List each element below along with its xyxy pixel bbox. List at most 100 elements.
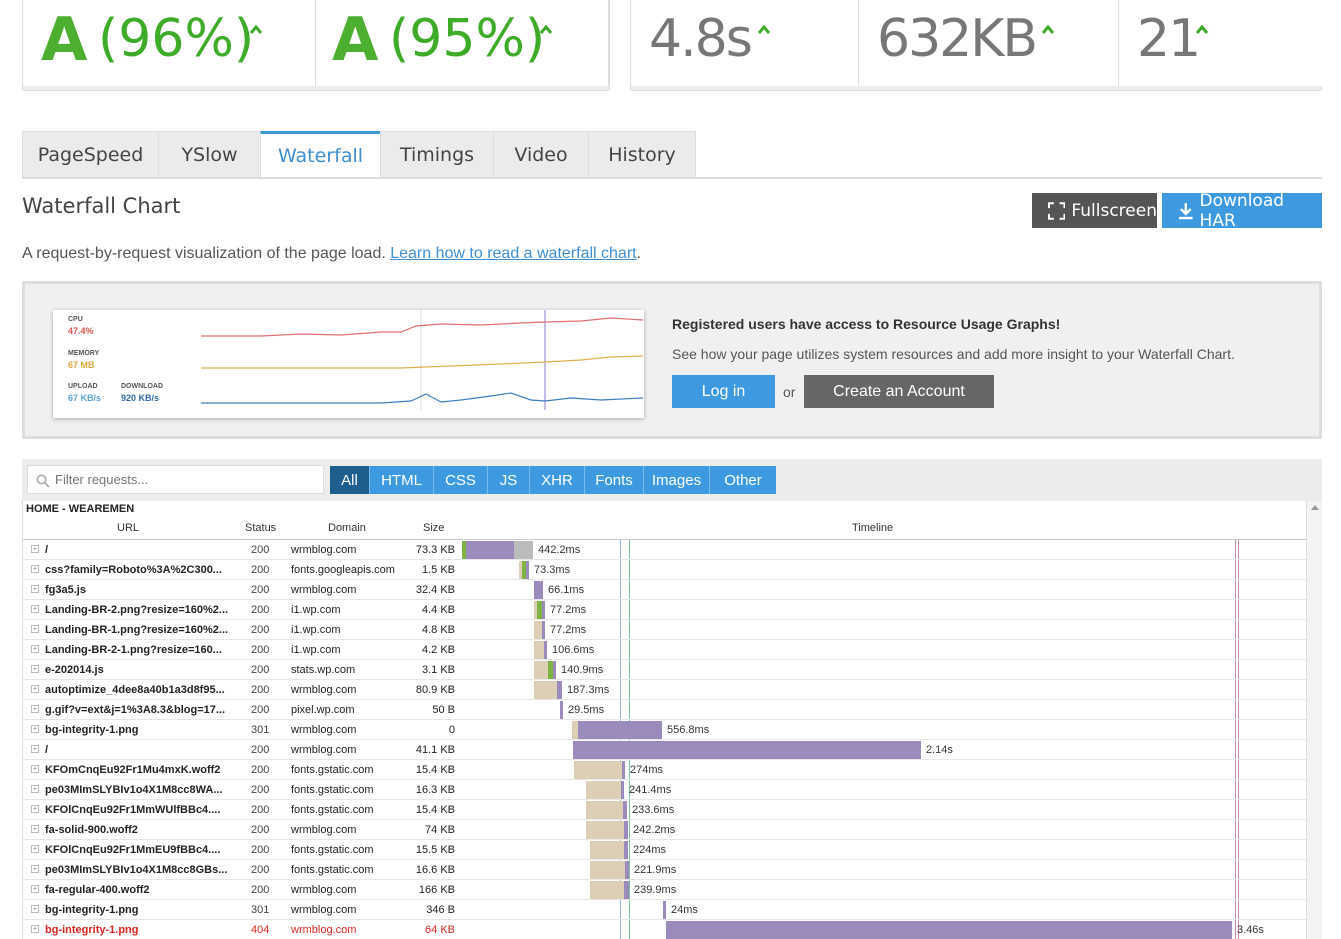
timeline-bar[interactable] [537,601,542,619]
expand-icon[interactable]: + [31,904,39,913]
timeline-bar[interactable] [534,681,557,699]
table-row[interactable]: + css?family=Roboto%3A%2C300... 200 fonts.g… [23,560,1306,580]
timeline-bar[interactable] [573,741,921,759]
expand-icon[interactable]: + [31,824,39,833]
table-row[interactable]: + pe03MImSLYBIv1o4X1M8cc8GBs... 200 fonts.g… [23,860,1306,880]
tab-pagespeed[interactable]: PageSpeed [22,131,159,178]
timeline-bar[interactable] [462,541,466,559]
timeline-bar[interactable] [622,761,625,779]
expand-icon[interactable]: + [31,544,39,553]
filter-xhr[interactable]: XHR [530,466,585,494]
filter-css[interactable]: CSS [434,466,488,494]
table-row[interactable]: + fg3a5.js 200 wrmblog.com 32.4 KB 66.1ms [23,580,1306,600]
expand-icon[interactable]: + [31,864,39,873]
timeline-bar[interactable] [534,621,542,639]
table-row[interactable]: + fa-solid-900.woff2 200 wrmblog.com 74 KB 24… [23,820,1306,840]
tab-waterfall[interactable]: Waterfall [260,131,381,178]
expand-icon[interactable]: + [31,624,39,633]
timeline-bar[interactable] [544,641,547,659]
table-row[interactable]: + Landing-BR-2.png?resize=160%2... 200 i1.w… [23,600,1306,620]
table-row[interactable]: + e-202014.js 200 stats.wp.com 3.1 KB 140.9ms [23,660,1306,680]
timeline-bar[interactable] [624,821,628,839]
login-button[interactable]: Log in [672,375,775,408]
timeline-bar[interactable] [553,661,556,679]
timeline-bar[interactable] [590,861,625,879]
expand-icon[interactable]: + [31,784,39,793]
column-domain[interactable]: Domain [328,522,366,534]
filter-fonts[interactable]: Fonts [585,466,644,494]
expand-icon[interactable]: + [31,664,39,673]
expand-icon[interactable]: + [31,764,39,773]
scroll-up-icon[interactable] [1311,505,1319,510]
column-timeline[interactable]: Timeline [852,522,894,534]
timeline-bar[interactable] [574,761,622,779]
table-row[interactable]: + Landing-BR-2-1.png?resize=160... 200 i1.w… [23,640,1306,660]
timeline-bar[interactable] [624,841,628,859]
table-row[interactable]: + KFOlCnqEu92Fr1MmWUlfBBc4.... 200 fonts.gs… [23,800,1306,820]
table-row[interactable]: + KFOmCnqEu92Fr1Mu4mxK.woff2 200 fonts.gsta… [23,760,1306,780]
table-row[interactable]: + KFOlCnqEu92Fr1MmEU9fBBc4.... 200 fonts.gs… [23,840,1306,860]
expand-icon[interactable]: + [31,604,39,613]
expand-icon[interactable]: + [31,644,39,653]
timeline-bar[interactable] [623,801,627,819]
timeline-bar[interactable] [663,901,666,919]
timeline-bar[interactable] [542,621,545,639]
expand-icon[interactable]: + [31,804,39,813]
timeline-bar[interactable] [466,541,514,559]
timeline-bar[interactable] [514,541,533,559]
filter-all[interactable]: All [330,466,370,494]
timeline-bar[interactable] [624,881,629,899]
timeline-bar[interactable] [586,801,623,819]
timeline-bar[interactable] [590,841,624,859]
timeline-bar[interactable] [522,561,526,579]
timeline-bar[interactable] [534,641,544,659]
timeline-bar[interactable] [534,661,548,679]
expand-icon[interactable]: + [31,584,39,593]
fullscreen-button[interactable]: Fullscreen [1032,193,1157,228]
timeline-bar[interactable] [519,561,522,579]
timeline-bar[interactable] [534,581,543,599]
column-size[interactable]: Size [423,522,445,534]
download-har-button[interactable]: Download HAR [1162,191,1322,231]
table-row[interactable]: + Landing-BR-1.png?resize=160%2... 200 i1.w… [23,620,1306,640]
table-row[interactable]: + bg-integrity-1.png 301 wrmblog.com 346 B 24… [23,900,1306,920]
expand-icon[interactable]: + [31,744,39,753]
learn-waterfall-link[interactable]: Learn how to read a waterfall chart [390,245,637,262]
timeline-bar[interactable] [666,921,1232,939]
timeline-bar[interactable] [586,781,621,799]
tab-video[interactable]: Video [493,131,589,178]
waterfall-scrollbar[interactable] [1306,501,1322,939]
table-row[interactable]: + / 200 wrmblog.com 41.1 KB 2.14s [23,740,1306,760]
filter-input[interactable] [55,472,315,487]
timeline-bar[interactable] [625,861,629,879]
table-row[interactable]: + / 200 wrmblog.com 73.3 KB 442.2ms [23,540,1306,560]
tab-history[interactable]: History [588,131,696,178]
expand-icon[interactable]: + [31,704,39,713]
table-row[interactable]: + pe03MImSLYBIv1o4X1M8cc8WA... 200 fonts.gs… [23,780,1306,800]
filter-js[interactable]: JS [488,466,530,494]
table-row[interactable]: + autoptimize_4dee8a40b1a3d8f95... 200 wrmb… [23,680,1306,700]
expand-icon[interactable]: + [31,924,39,933]
table-row[interactable]: + bg-integrity-1.png 404 wrmblog.com 64 KB 3.… [23,920,1306,939]
timeline-bar[interactable] [560,701,563,719]
filter-other[interactable]: Other [710,466,776,494]
column-url[interactable]: URL [117,522,140,534]
timeline-bar[interactable] [534,601,537,619]
expand-icon[interactable]: + [31,884,39,893]
timeline-bar[interactable] [621,781,624,799]
table-row[interactable]: + g.gif?v=ext&j=1%3A8.3&blog=17... 200 pixe… [23,700,1306,720]
expand-icon[interactable]: + [31,844,39,853]
timeline-bar[interactable] [542,601,545,619]
column-status[interactable]: Status [245,522,277,534]
filter-images[interactable]: Images [644,466,710,494]
tab-timings[interactable]: Timings [380,131,494,178]
timeline-bar[interactable] [586,821,624,839]
table-row[interactable]: + bg-integrity-1.png 301 wrmblog.com 0 556.8m… [23,720,1306,740]
timeline-bar[interactable] [590,881,624,899]
expand-icon[interactable]: + [31,684,39,693]
timeline-bar[interactable] [557,681,562,699]
timeline-bar[interactable] [526,561,529,579]
timeline-bar[interactable] [578,721,662,739]
expand-icon[interactable]: + [31,564,39,573]
timeline-bar[interactable] [572,721,578,739]
